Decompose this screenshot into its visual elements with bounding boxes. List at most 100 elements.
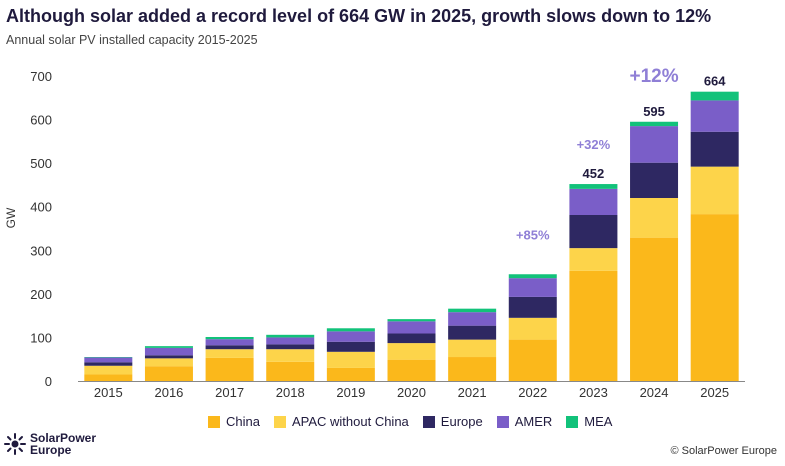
bar-segment [508, 339, 557, 381]
legend-swatch [566, 415, 579, 428]
x-axis: 2015 2016 2017 2018 2019 2020 2021 2022 2023 2024… [78, 381, 745, 400]
x-tick-label: 2015 [94, 385, 123, 400]
bar-segment [205, 336, 254, 340]
bar-segment [266, 337, 315, 345]
copyright-text: © SolarPower Europe [670, 445, 777, 457]
x-tick-label: 2018 [276, 385, 305, 400]
bar-segment [326, 341, 375, 352]
bar-segment [387, 359, 436, 381]
bar-segment [144, 358, 193, 367]
bar-segment [205, 339, 254, 346]
y-axis: 0 100 200 300 400 500 600 700 GW [4, 69, 52, 389]
y-tick-label: 200 [30, 287, 52, 302]
chart-title: Although solar added a record level of 6… [6, 6, 712, 26]
bar-segment [508, 274, 557, 279]
bar-segment [630, 198, 679, 238]
bar-segment [387, 321, 436, 334]
legend-item: Europe [422, 414, 483, 429]
total-data-label: 664 [704, 74, 726, 89]
legend-item: AMER [496, 414, 553, 429]
bar-segment [690, 91, 739, 101]
bar-segment [630, 237, 679, 381]
bar-segment [690, 214, 739, 381]
bar-segment [144, 346, 193, 348]
bar-segment [205, 357, 254, 381]
legend-label: AMER [514, 414, 553, 429]
legend-label: China [226, 414, 260, 429]
bar-segment [326, 351, 375, 368]
y-tick-label: 100 [30, 330, 52, 345]
legend-swatch [208, 415, 220, 428]
legend-label: Europe [440, 414, 483, 429]
growth-label: +32% [577, 137, 611, 152]
sun-logo-icon [4, 433, 26, 455]
bar-segment [266, 334, 315, 338]
y-tick-label: 600 [30, 113, 52, 128]
bar-segment [630, 126, 679, 163]
x-tick-label: 2025 [700, 385, 729, 400]
bar-segment [387, 333, 436, 344]
legend-item: APAC without China [273, 414, 409, 429]
x-tick-label: 2022 [518, 385, 547, 400]
bar-segment [326, 367, 375, 381]
growth-label: +12% [629, 66, 678, 87]
bar-segment [569, 214, 618, 249]
bar-segment [266, 349, 315, 362]
total-data-label: 452 [583, 166, 605, 181]
bar-segment [508, 296, 557, 318]
bar-segment [84, 362, 133, 366]
bar-segment [326, 328, 375, 332]
y-tick-label: 0 [45, 374, 52, 389]
y-tick-label: 500 [30, 156, 52, 171]
legend-label: MEA [584, 414, 613, 429]
x-tick-label: 2021 [458, 385, 487, 400]
bar-segment [448, 339, 497, 358]
annotations-group: 452 595 664 +85% +32% +12% [516, 66, 726, 243]
x-tick-label: 2019 [336, 385, 365, 400]
bar-segment [144, 366, 193, 381]
bar-segment [508, 317, 557, 340]
bar-segment [569, 248, 618, 271]
x-tick-label: 2016 [154, 385, 183, 400]
legend-swatch [273, 415, 286, 428]
bar-segment [387, 343, 436, 360]
y-tick-label: 300 [30, 243, 52, 258]
y-axis-label: GW [4, 207, 18, 228]
bar-segment [205, 345, 254, 350]
bar-segment [84, 357, 133, 363]
chart-subtitle: Annual solar PV installed capacity 2015-… [6, 33, 258, 47]
bar-segment [690, 131, 739, 167]
bar-segment [630, 162, 679, 198]
legend-item: China [208, 414, 260, 429]
bar-segment [448, 312, 497, 326]
bar-segment [266, 344, 315, 350]
x-tick-label: 2017 [215, 385, 244, 400]
bar-segment [630, 121, 679, 127]
bar-segment [569, 184, 618, 189]
total-data-label: 595 [643, 104, 665, 119]
bar-segment [84, 374, 133, 381]
chart-legend: China APAC without China Europe AMER MEA [208, 414, 612, 429]
bar-segment [690, 100, 739, 132]
x-tick-label: 2023 [579, 385, 608, 400]
bar-segment [266, 361, 315, 381]
legend-swatch [496, 415, 509, 428]
bar-segment [448, 357, 497, 381]
bar-segment [448, 325, 497, 340]
growth-label: +85% [516, 227, 550, 242]
bar-segment [205, 349, 254, 358]
logo-line-2: Europe [30, 443, 72, 457]
bar-segment [448, 308, 497, 313]
bar-segment [508, 278, 557, 297]
bar-segment [326, 331, 375, 342]
bar-segment [569, 188, 618, 215]
bar-segment [387, 319, 436, 322]
solarpower-europe-logo: SolarPower Europe [4, 432, 96, 456]
bar-segment [569, 270, 618, 381]
bar-segment [144, 347, 193, 356]
legend-item: MEA [566, 414, 612, 429]
logo-line-1: SolarPower [30, 431, 97, 445]
legend-swatch [422, 415, 435, 428]
legend-label: APAC without China [291, 414, 409, 429]
